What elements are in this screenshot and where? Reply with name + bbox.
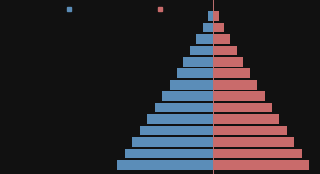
Bar <box>213 46 237 55</box>
Bar <box>162 91 213 101</box>
Bar <box>213 149 302 158</box>
Bar <box>190 46 213 55</box>
Bar <box>213 57 243 67</box>
Bar <box>155 103 213 112</box>
Bar <box>170 80 213 89</box>
Bar <box>213 11 219 21</box>
Bar <box>213 34 230 44</box>
Bar <box>147 114 213 124</box>
Bar <box>203 23 213 32</box>
Bar <box>132 137 213 147</box>
Bar <box>140 126 213 135</box>
Bar <box>213 68 250 78</box>
Bar <box>183 57 213 67</box>
Bar <box>213 160 309 170</box>
Bar <box>208 11 213 21</box>
Bar <box>177 68 213 78</box>
Bar <box>117 160 213 170</box>
Bar <box>213 126 287 135</box>
Bar <box>125 149 213 158</box>
Bar <box>213 103 272 112</box>
Bar <box>213 80 257 89</box>
Bar <box>213 23 224 32</box>
Bar <box>213 137 294 147</box>
Bar <box>213 91 265 101</box>
Bar <box>196 34 213 44</box>
Bar <box>213 114 279 124</box>
